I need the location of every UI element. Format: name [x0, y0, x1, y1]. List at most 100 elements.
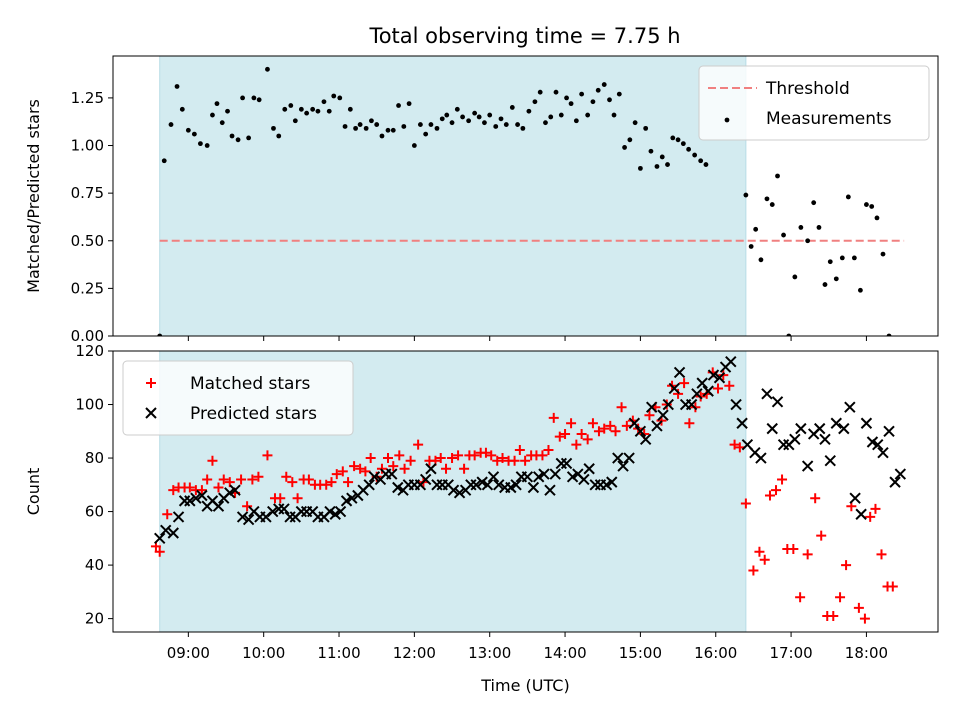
measurement-point [520, 125, 526, 131]
matched-star-point [777, 474, 788, 485]
predicted-star-point [755, 452, 767, 464]
matched-star-point [764, 490, 775, 501]
predicted-star-point [334, 505, 347, 518]
predicted-star-point [470, 479, 482, 491]
predicted-star-point [860, 417, 873, 429]
matched-star-point [514, 445, 525, 456]
matched-star-point [729, 439, 740, 450]
predicted-star-point [889, 476, 901, 488]
predicted-star-point [583, 463, 595, 475]
legend-entry-label: Predicted stars [190, 404, 317, 424]
predicted-star-point [229, 484, 241, 496]
predicted-star-point [789, 433, 801, 446]
legend-entry-label: Threshold [765, 79, 850, 99]
measurement-point [680, 141, 686, 147]
measurement-point [839, 255, 845, 261]
predicted-star-point [560, 457, 573, 470]
predicted-star-point [493, 479, 505, 491]
matched-star-point [480, 447, 491, 458]
predicted-star-point [730, 398, 742, 411]
measurement-point [869, 204, 875, 209]
measurement-point [487, 112, 493, 118]
matched-star-point [321, 479, 332, 490]
matched-star-point [236, 474, 247, 485]
legend-measurement-swatch [724, 117, 730, 123]
predicted-star-point [707, 369, 720, 381]
matched-star-point [207, 455, 218, 466]
matched-star-point [162, 509, 173, 520]
measurement-point [174, 84, 180, 89]
measurement-point [864, 202, 869, 207]
matched-star-point [548, 412, 559, 423]
matched-star-point [383, 453, 393, 464]
matched-star-point [242, 501, 253, 512]
matched-star-point [679, 378, 690, 389]
measurement-point [632, 120, 638, 126]
legend-predicted-swatch [145, 407, 157, 419]
matched-star-point [560, 428, 571, 439]
predicted-star-point [628, 417, 641, 429]
matched-star-point [554, 431, 565, 442]
measurement-point [374, 122, 380, 127]
measurement-point [698, 158, 704, 164]
matched-star-point [859, 613, 870, 624]
measurement-point [439, 116, 445, 122]
predicted-star-point [883, 425, 895, 437]
matched-star-point [360, 466, 371, 477]
matched-star-point [816, 530, 827, 541]
matched-star-point [349, 461, 360, 472]
measurement-point [515, 122, 520, 127]
measurement-point [321, 99, 327, 105]
matched-star-point [196, 485, 207, 496]
predicted-star-point [447, 484, 460, 496]
measurement-point [637, 165, 643, 171]
measurement-point [168, 122, 174, 127]
matched-star-point [184, 482, 195, 493]
predicted-star-point [425, 463, 437, 475]
matched-star-point [853, 602, 864, 613]
measurement-point [675, 137, 681, 143]
matched-star-point [486, 450, 497, 461]
predicted-star-point [260, 511, 272, 523]
predicted-star-point [651, 420, 663, 432]
measurement-point [816, 225, 822, 230]
predicted-star-point [634, 425, 647, 437]
matched-star-point [337, 466, 348, 477]
matched-star-point [759, 554, 770, 565]
predicted-star-point [657, 409, 669, 421]
predicted-star-point [819, 433, 831, 446]
matched-star-point [202, 474, 213, 485]
measurement-point [851, 255, 857, 261]
matched-star-point [497, 453, 508, 464]
measurement-point [423, 131, 429, 137]
measurement-point [449, 120, 455, 126]
predicted-star-point [801, 460, 814, 472]
measurement-point [304, 110, 310, 116]
measurement-point [753, 226, 759, 232]
y-tick-label: 0.75 [71, 184, 104, 202]
matched-star-point [262, 450, 273, 461]
predicted-star-point [645, 401, 658, 413]
measurement-point [805, 238, 811, 244]
measurement-point [607, 97, 612, 103]
y-tick-label: 60 [85, 503, 104, 521]
matched-star-point [331, 469, 342, 480]
measurement-point [454, 106, 460, 112]
matched-star-point [365, 453, 376, 464]
measurement-point [573, 118, 579, 124]
measurement-point [298, 106, 304, 112]
predicted-star-point [363, 479, 375, 491]
measurement-point [537, 89, 543, 95]
measurement-point [595, 87, 601, 93]
matched-star-point [865, 511, 876, 522]
matched-star-point [876, 549, 887, 560]
predicted-star-point [761, 388, 773, 400]
predicted-star-point [212, 500, 225, 512]
measurement-point [665, 162, 670, 167]
measurement-point [548, 114, 554, 120]
measurement-point [225, 108, 230, 114]
measurement-point [786, 333, 792, 336]
measurement-point [331, 93, 337, 99]
predicted-star-point [236, 511, 249, 523]
y-tick-label: 40 [85, 556, 104, 574]
